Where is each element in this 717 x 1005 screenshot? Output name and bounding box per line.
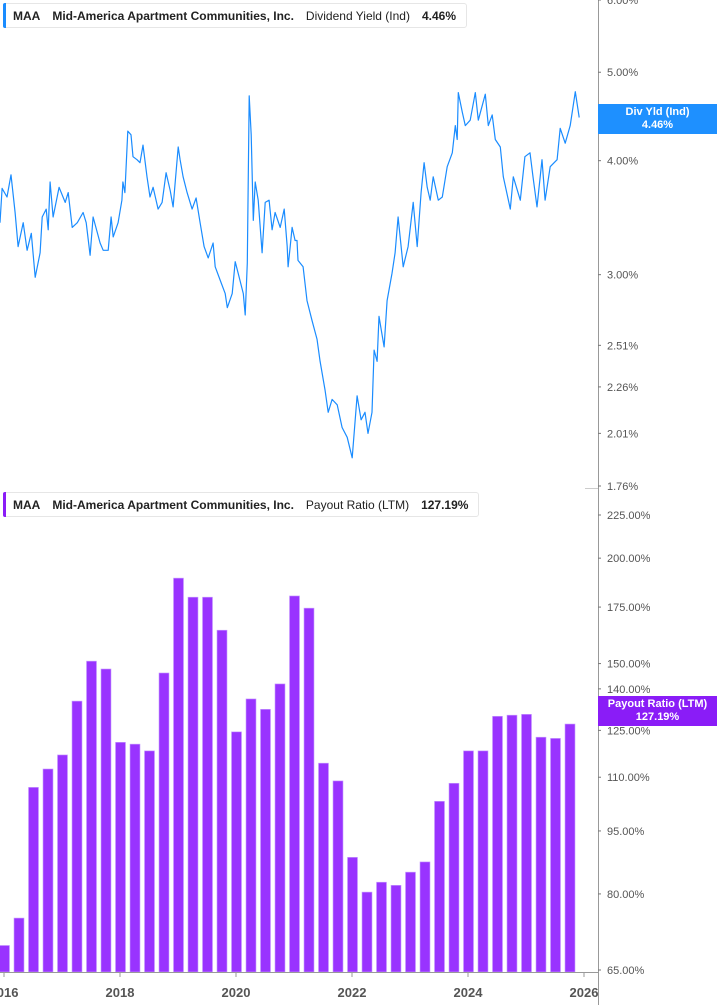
payout-bar <box>419 861 431 972</box>
y-tick-label: 175.00% <box>607 602 651 614</box>
y-tick-label: 2.01% <box>607 428 638 440</box>
payout-bar <box>13 917 25 972</box>
payout-bar <box>477 750 489 972</box>
tag-label: Payout Ratio (LTM) <box>607 698 708 710</box>
y-tick-label: 80.00% <box>607 889 645 901</box>
payout-bar <box>173 577 184 972</box>
payout-bar <box>158 672 170 972</box>
y-tick-label: 65.00% <box>607 965 645 977</box>
legend-ticker: MAA <box>13 8 41 23</box>
payout-legend[interactable]: MAA Mid-America Apartment Communities, I… <box>3 492 480 517</box>
payout-bar <box>245 698 257 972</box>
y-tick-label: 225.00% <box>607 510 651 522</box>
payout-bar <box>405 871 416 972</box>
legend-color-marker <box>3 492 6 517</box>
payout-bar <box>86 660 97 972</box>
payout-bar <box>57 754 68 972</box>
legend-metric: Payout Ratio (LTM) <box>305 497 410 512</box>
payout-bar <box>390 885 402 972</box>
legend-color-marker <box>3 3 6 28</box>
payout-bar <box>0 945 10 972</box>
y-tick-label: 1.76% <box>607 481 638 493</box>
payout-bar <box>144 750 155 972</box>
tag-value: 127.19% <box>635 711 680 723</box>
y-tick-label: 6.00% <box>607 0 638 7</box>
legend-metric: Dividend Yield (Ind) <box>305 8 410 23</box>
legend-company: Mid-America Apartment Communities, Inc. <box>52 497 294 512</box>
y-tick-label: 95.00% <box>607 826 645 838</box>
yield-y-axis: 6.00% 5.00% 4.00% 3.00% 2.51% 2.26% 2.01% 1.76% <box>598 0 638 493</box>
payout-bar <box>187 596 199 972</box>
payout-bar <box>463 750 474 972</box>
payout-last-value-tag: Payout Ratio (LTM) 127.19% <box>598 696 717 726</box>
payout-bar <box>216 629 228 972</box>
y-tick-label: 140.00% <box>607 684 651 696</box>
legend-company: Mid-America Apartment Communities, Inc. <box>52 8 294 23</box>
payout-bar <box>318 762 329 972</box>
x-tick-label: 2016 <box>0 985 18 1000</box>
payout-bar <box>202 596 213 972</box>
payout-bar <box>506 714 518 972</box>
payout-bar <box>361 891 373 972</box>
payout-bar <box>303 607 315 972</box>
payout-bar <box>376 881 387 972</box>
y-tick-label: 200.00% <box>607 553 651 565</box>
legend-value: 4.46% <box>421 8 457 23</box>
payout-bar <box>332 780 344 972</box>
payout-bar <box>129 743 141 972</box>
tag-value: 4.46% <box>641 119 674 131</box>
y-tick-label: 5.00% <box>607 67 638 79</box>
payout-bar <box>274 683 286 972</box>
payout-bar <box>550 738 561 972</box>
y-tick-label: 110.00% <box>607 772 650 784</box>
payout-bar <box>434 801 445 972</box>
tag-label: Div Yld (Ind) <box>625 106 690 118</box>
payout-bar <box>71 700 83 972</box>
yield-last-value-tag: Div Yld (Ind) 4.46% <box>598 104 717 134</box>
payout-bar <box>521 714 532 972</box>
y-tick-label: 2.51% <box>607 340 638 352</box>
dividend-yield-plot <box>0 91 580 459</box>
legend-ticker: MAA <box>13 497 41 512</box>
y-tick-label: 3.00% <box>607 270 638 282</box>
payout-bar <box>564 723 576 972</box>
yield-legend[interactable]: MAA Mid-America Apartment Communities, I… <box>3 3 468 28</box>
payout-y-axis: 225.00% 200.00% 175.00% 150.00% 140.00% 125.0… <box>598 510 651 977</box>
legend-value: 127.19% <box>421 497 469 512</box>
y-tick-label: 2.26% <box>607 382 638 394</box>
payout-bar <box>115 741 126 972</box>
y-tick-label: 150.00% <box>607 659 651 671</box>
x-tick-label: 2026 <box>570 985 599 1000</box>
payout-bar <box>260 709 271 972</box>
payout-bar <box>42 768 54 972</box>
x-tick-label: 2020 <box>222 985 251 1000</box>
payout-bar <box>231 731 242 972</box>
payout-bar <box>535 736 547 972</box>
payout-bar <box>289 595 300 972</box>
y-tick-label: 4.00% <box>607 156 638 168</box>
x-tick-label: 2018 <box>106 985 135 1000</box>
payout-ratio-plot <box>0 577 576 972</box>
x-tick-label: 2024 <box>454 985 484 1000</box>
payout-bar <box>100 668 112 972</box>
payout-bar <box>448 782 460 972</box>
x-axis: 2016 2018 2020 2022 2024 2026 <box>0 985 598 1000</box>
dividend-yield-line <box>0 91 580 459</box>
payout-bar <box>492 715 503 972</box>
x-tick-label: 2022 <box>338 985 367 1000</box>
payout-bar <box>28 787 39 972</box>
payout-bar <box>347 857 358 972</box>
y-tick-label: 125.00% <box>607 725 651 737</box>
